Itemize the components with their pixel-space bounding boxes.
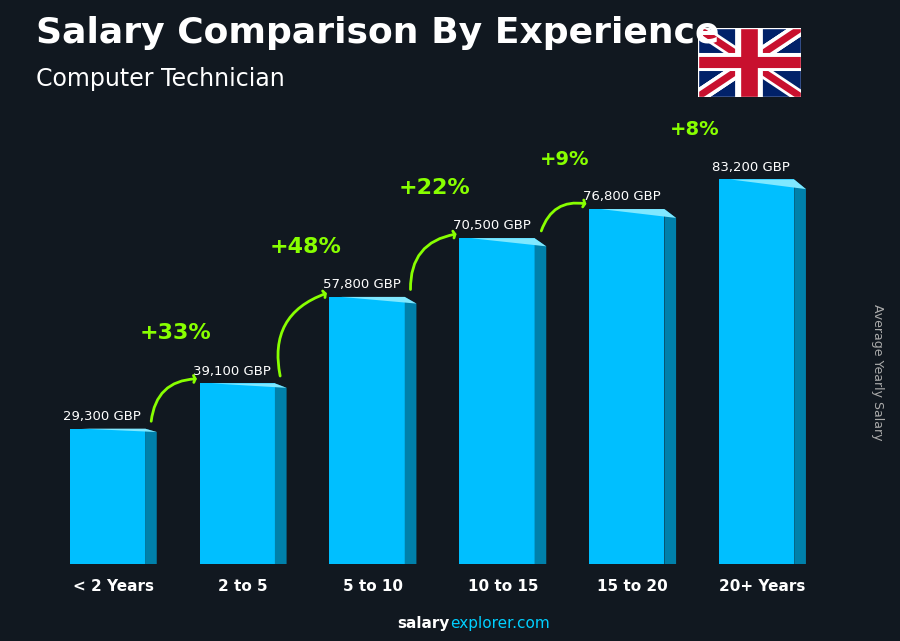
Text: explorer.com: explorer.com <box>450 617 550 631</box>
Polygon shape <box>719 179 794 564</box>
Text: < 2 Years: < 2 Years <box>73 579 154 594</box>
Text: Salary Comparison By Experience: Salary Comparison By Experience <box>36 16 719 50</box>
Text: 2 to 5: 2 to 5 <box>219 579 268 594</box>
Text: +33%: +33% <box>140 323 212 344</box>
Polygon shape <box>664 209 676 564</box>
Text: Computer Technician: Computer Technician <box>36 67 284 91</box>
Text: +9%: +9% <box>540 149 590 169</box>
Text: 57,800 GBP: 57,800 GBP <box>323 278 400 291</box>
Polygon shape <box>719 179 806 189</box>
Text: 20+ Years: 20+ Years <box>719 579 806 594</box>
Text: +22%: +22% <box>399 178 471 198</box>
Text: +48%: +48% <box>269 237 341 257</box>
Polygon shape <box>200 383 286 388</box>
Polygon shape <box>329 297 405 564</box>
Polygon shape <box>590 209 676 218</box>
Text: 29,300 GBP: 29,300 GBP <box>63 410 141 423</box>
Polygon shape <box>200 383 274 564</box>
Text: 5 to 10: 5 to 10 <box>343 579 403 594</box>
Text: Average Yearly Salary: Average Yearly Salary <box>871 304 884 440</box>
Text: 39,100 GBP: 39,100 GBP <box>194 365 271 378</box>
Polygon shape <box>535 238 546 564</box>
Text: 76,800 GBP: 76,800 GBP <box>582 190 661 203</box>
Text: 15 to 20: 15 to 20 <box>598 579 668 594</box>
Text: 10 to 15: 10 to 15 <box>467 579 538 594</box>
Polygon shape <box>590 209 664 564</box>
Text: 70,500 GBP: 70,500 GBP <box>453 219 531 233</box>
Polygon shape <box>70 429 145 564</box>
Polygon shape <box>459 238 546 246</box>
Polygon shape <box>70 429 157 432</box>
Polygon shape <box>405 297 417 564</box>
Polygon shape <box>274 383 286 564</box>
Polygon shape <box>794 179 806 564</box>
Text: salary: salary <box>398 617 450 631</box>
Text: +8%: +8% <box>670 120 719 139</box>
Text: 83,200 GBP: 83,200 GBP <box>713 161 790 174</box>
Polygon shape <box>329 297 417 304</box>
Polygon shape <box>145 429 157 564</box>
Polygon shape <box>459 238 535 564</box>
